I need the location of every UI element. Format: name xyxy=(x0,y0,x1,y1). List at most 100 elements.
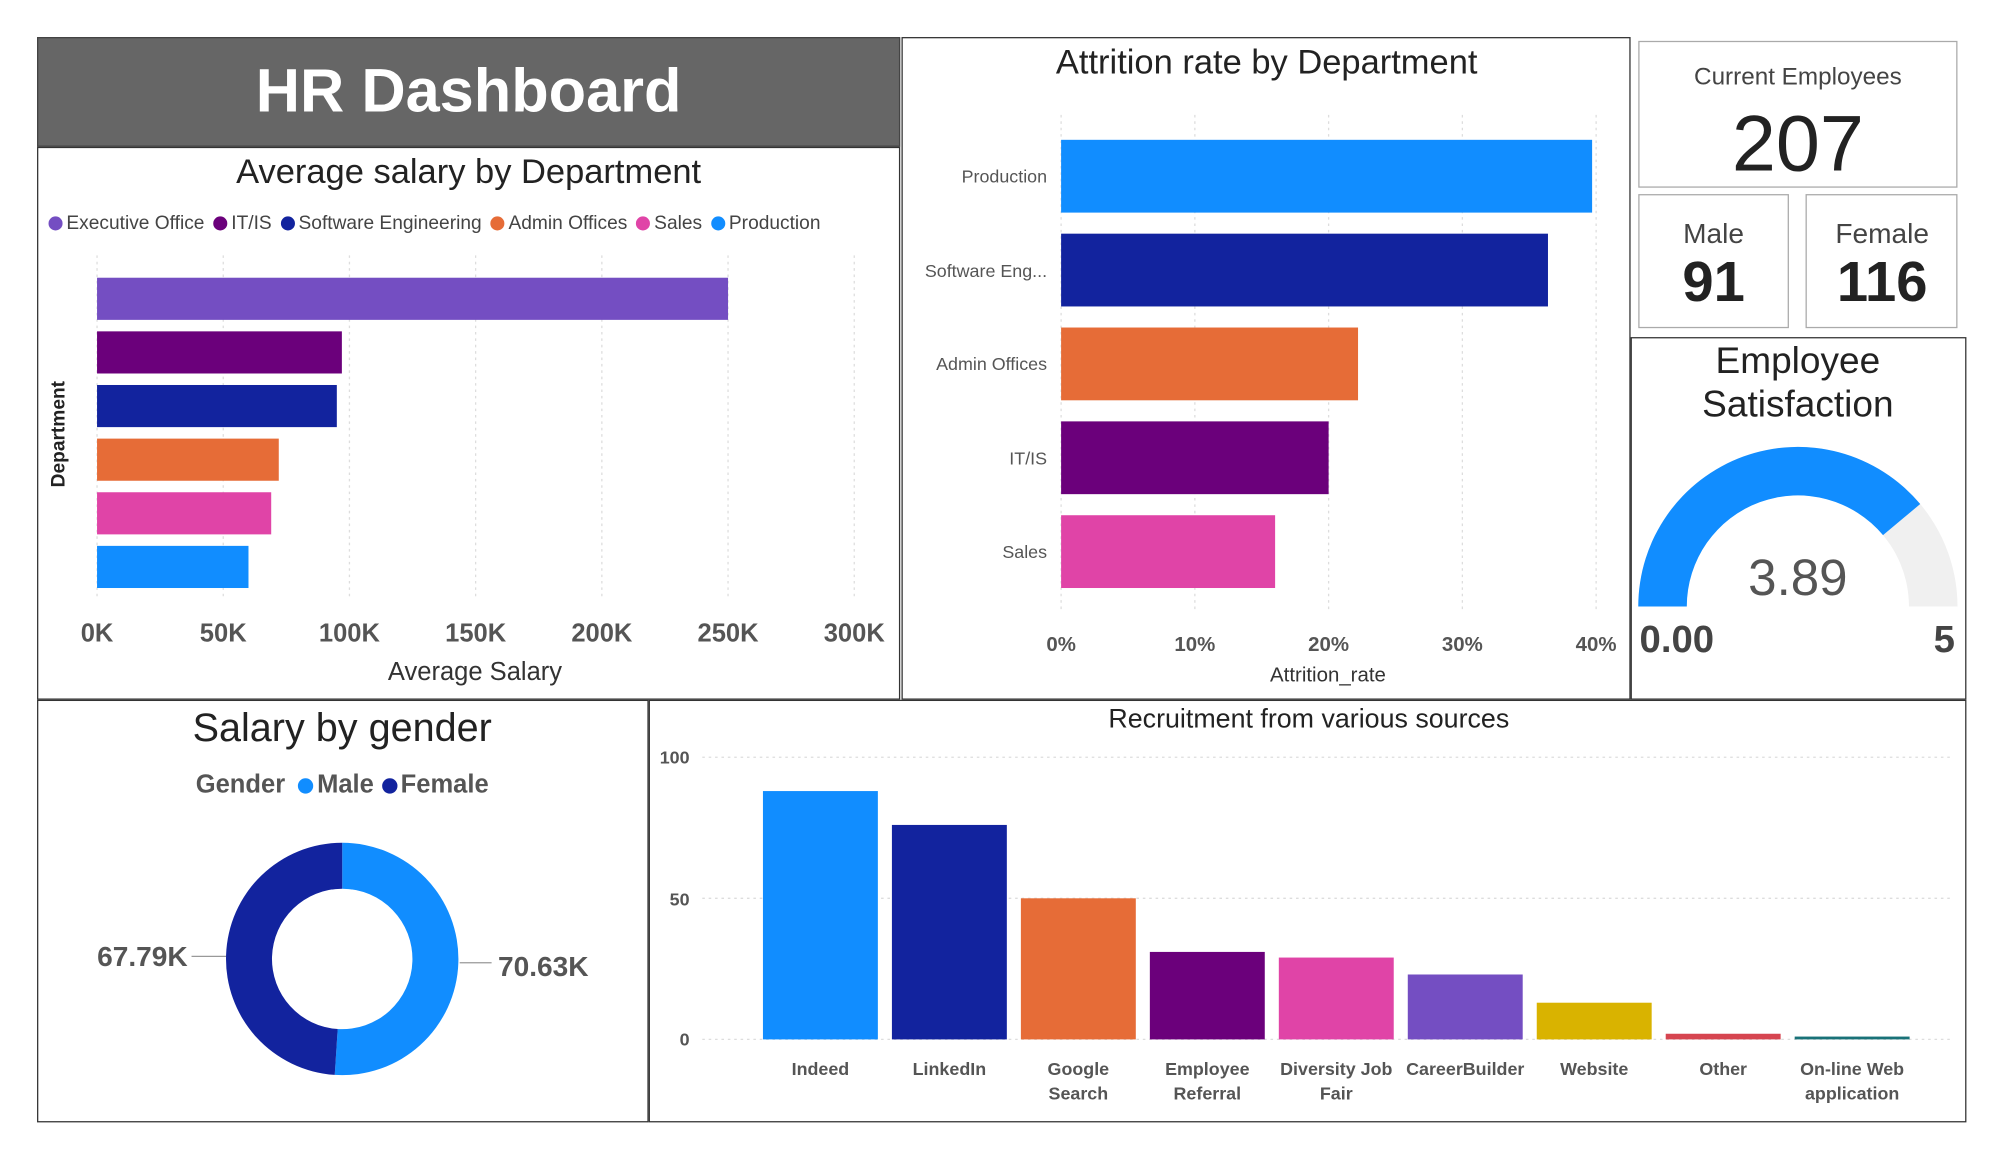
x-tick-label: 50K xyxy=(199,619,247,649)
x-axis-title: Average Salary xyxy=(387,658,563,687)
bar xyxy=(762,791,878,1040)
data-label: 67.79K xyxy=(97,940,188,973)
y-tick-label: 50 xyxy=(669,888,690,909)
legend-label: Female xyxy=(400,770,489,799)
y-axis-title: Department xyxy=(47,380,70,488)
x-tick-label: 300K xyxy=(823,619,885,649)
legend-marker xyxy=(490,216,505,231)
x-tick-label: 0% xyxy=(1046,634,1076,657)
x-tick-label: Employee Referral xyxy=(1165,1058,1250,1104)
legend-entry: Admin Offices xyxy=(490,212,628,235)
dashboard-title: HR Dashboard xyxy=(255,57,682,126)
bar xyxy=(97,492,272,535)
x-axis-title: Attrition_rate xyxy=(1270,665,1386,687)
legend-marker xyxy=(48,216,63,231)
card-label: Male xyxy=(1683,217,1745,250)
x-tick-label: On-line Web application xyxy=(1800,1058,1905,1104)
bar xyxy=(1061,327,1359,401)
x-tick-label: 10% xyxy=(1174,634,1216,657)
card-label: Female xyxy=(1835,217,1929,250)
chart-title: Attrition rate by Department xyxy=(1055,42,1478,82)
data-label: 70.63K xyxy=(497,950,589,983)
bar xyxy=(97,438,279,481)
chart-title: Average salary by Department xyxy=(236,152,702,191)
legend-marker xyxy=(381,777,397,793)
legend-marker xyxy=(297,777,314,793)
legend-marker xyxy=(636,216,651,231)
bar xyxy=(97,384,337,428)
bar xyxy=(1061,139,1593,213)
card-value: 91 xyxy=(1682,251,1745,314)
y-tick-label: Sales xyxy=(1002,541,1048,562)
x-tick-label: Indeed xyxy=(791,1058,850,1079)
chart-title: Recruitment from various sources xyxy=(1108,704,1510,735)
bar xyxy=(1536,1002,1652,1040)
bar xyxy=(1794,1036,1910,1040)
bar xyxy=(1407,974,1523,1040)
x-tick-label: CareerBuilder xyxy=(1406,1058,1525,1079)
x-tick-label: Website xyxy=(1560,1058,1629,1079)
x-tick-label: 200K xyxy=(571,619,633,649)
card-label: Current Employees xyxy=(1694,63,1902,91)
x-tick-label: 150K xyxy=(445,619,507,649)
male-card xyxy=(1638,194,1789,329)
legend: Gender Male Female xyxy=(196,771,489,800)
legend-label: Software Engineering xyxy=(298,212,482,235)
y-tick-label: 0 xyxy=(679,1029,690,1050)
employees-card xyxy=(1638,40,1958,188)
card-value: 207 xyxy=(1731,100,1864,189)
x-tick-label: 100K xyxy=(318,619,380,649)
gauge-panel xyxy=(1630,337,1967,700)
bar xyxy=(1061,233,1548,307)
legend-entry: Software Engineering xyxy=(280,212,482,235)
y-tick-label: IT/IS xyxy=(1009,447,1048,468)
y-tick-label: Production xyxy=(961,165,1048,187)
x-tick-label: LinkedIn xyxy=(912,1058,987,1079)
legend-label: Male xyxy=(317,770,374,799)
legend-label: Admin Offices xyxy=(508,212,628,235)
legend-entry: Executive Office xyxy=(48,212,205,235)
x-tick-label: Google Search xyxy=(1047,1058,1110,1104)
gauge-max-label: 5 xyxy=(1933,618,1955,662)
x-tick-label: 20% xyxy=(1308,634,1350,657)
bar xyxy=(97,331,342,374)
gauge-value-label: 3.89 xyxy=(1748,550,1848,607)
legend-title: Gender xyxy=(195,770,286,799)
bar xyxy=(891,824,1007,1040)
y-tick-label: 100 xyxy=(659,746,690,768)
donut-slice xyxy=(226,842,343,1075)
legend-marker xyxy=(213,216,228,231)
female-card xyxy=(1805,194,1958,329)
bar xyxy=(97,545,249,589)
bar xyxy=(1665,1033,1781,1040)
card-value: 116 xyxy=(1836,251,1928,314)
bar xyxy=(1149,951,1265,1040)
bar xyxy=(97,277,729,320)
bar xyxy=(1061,515,1276,589)
legend-marker xyxy=(711,216,726,231)
x-tick-label: Diversity Job Fair xyxy=(1280,1058,1393,1104)
x-tick-label: 0K xyxy=(80,619,114,649)
recruitment-panel xyxy=(648,699,1967,1123)
donut-slice xyxy=(334,842,459,1076)
legend-entry: Female xyxy=(381,770,489,800)
x-tick-label: 30% xyxy=(1441,634,1483,657)
legend-entry: Production xyxy=(711,212,821,235)
header xyxy=(37,37,901,147)
legend-marker xyxy=(280,216,295,231)
legend-entry: IT/IS xyxy=(213,213,272,234)
gauge-min-label: 0.00 xyxy=(1639,618,1715,662)
gender-panel xyxy=(37,699,649,1123)
legend-label: Sales xyxy=(654,212,703,235)
bar xyxy=(1278,957,1394,1040)
legend-label: Executive Office xyxy=(66,212,205,235)
bar xyxy=(1061,421,1329,495)
chart-title: Employee Satisfaction xyxy=(1702,340,1894,426)
y-tick-label: Admin Offices xyxy=(936,353,1048,375)
legend-label: Production xyxy=(728,212,821,235)
chart-title: Salary by gender xyxy=(192,705,492,750)
legend-entry: Male xyxy=(297,770,374,800)
